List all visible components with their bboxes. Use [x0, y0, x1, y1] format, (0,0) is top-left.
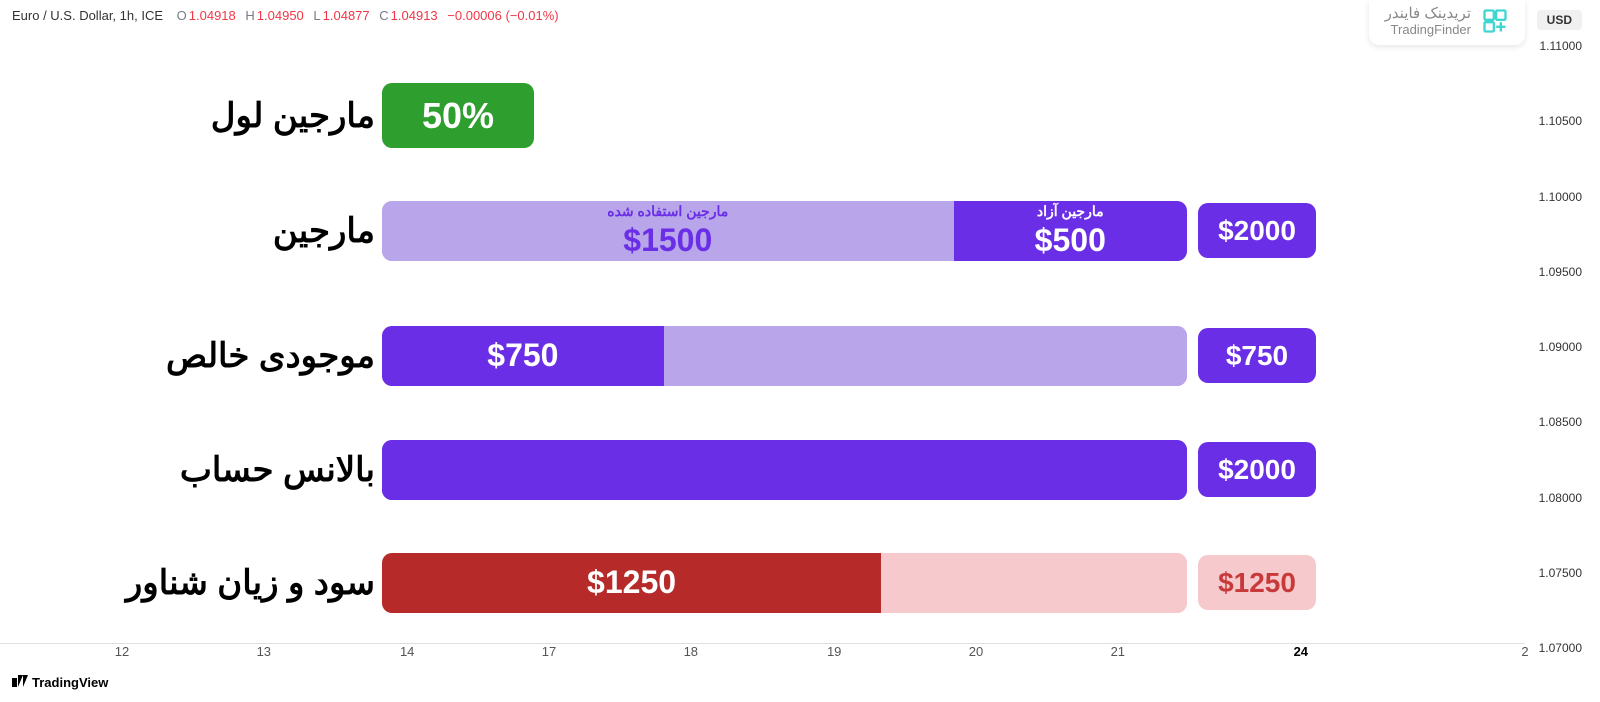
balance-bar: [382, 440, 1187, 500]
label-margin-level: مارجین لول: [55, 96, 375, 136]
pnl-segment: [881, 553, 1187, 613]
equity-badge: $750: [1198, 328, 1316, 383]
tradingview-icon: [12, 674, 28, 690]
pnl-segment: $1250: [382, 553, 881, 613]
x-axis: 12 13 14 17 18 19 20 21 24 2: [0, 644, 1525, 664]
y-tick: 1.07000: [1539, 641, 1582, 655]
margin-segment-sublabel: مارجین آزاد: [1037, 203, 1104, 220]
y-tick: 1.08000: [1539, 491, 1582, 505]
brand-fa: تریدینک فایندر: [1385, 4, 1471, 22]
row-pnl: سود و زیان شناور $1250 $1250: [0, 545, 1525, 620]
label-pnl: سود و زیان شناور: [55, 563, 375, 603]
balance-segment: [382, 440, 1187, 500]
brand-badge: تریدینک فایندر TradingFinder: [1369, 0, 1525, 45]
margin-level-badge: 50%: [382, 83, 534, 148]
y-tick: 1.09000: [1539, 340, 1582, 354]
margin-bar: مارجین استفاده شده $1500 مارجین آزاد $500: [382, 201, 1187, 261]
x-tick: 2: [1521, 644, 1528, 659]
brand-logo-icon: [1481, 7, 1509, 35]
x-tick: 21: [1111, 644, 1125, 659]
x-tick: 17: [542, 644, 556, 659]
label-equity: موجودی خالص: [55, 336, 375, 376]
x-tick: 19: [827, 644, 841, 659]
currency-badge[interactable]: USD: [1537, 10, 1582, 30]
x-tick: 24: [1294, 644, 1308, 659]
y-tick: 1.10000: [1539, 190, 1582, 204]
y-axis: 1.11000 1.10500 1.10000 1.09500 1.09000 1.085…: [1527, 40, 1582, 642]
row-equity: موجودی خالص $750 $750: [0, 318, 1525, 393]
margin-segment: مارجین آزاد $500: [954, 201, 1187, 261]
x-tick: 20: [969, 644, 983, 659]
y-tick: 1.09500: [1539, 265, 1582, 279]
equity-segment-amount: $750: [487, 337, 558, 374]
margin-segment: مارجین استفاده شده $1500: [382, 201, 954, 261]
label-balance: بالانس حساب: [55, 450, 375, 490]
row-margin-level: مارجین لول 50%: [0, 78, 1525, 153]
margin-total-badge: $2000: [1198, 203, 1316, 258]
x-tick: 13: [257, 644, 271, 659]
pair-name: Euro / U.S. Dollar, 1h, ICE: [12, 8, 163, 23]
x-tick: 14: [400, 644, 414, 659]
equity-segment: $750: [382, 326, 664, 386]
footer-brand: TradingView: [12, 674, 108, 690]
row-balance: بالانس حساب $2000: [0, 432, 1525, 507]
row-margin: مارجین مارجین استفاده شده $1500 مارجین آزا…: [0, 193, 1525, 268]
label-margin: مارجین: [55, 211, 375, 251]
balance-badge: $2000: [1198, 442, 1316, 497]
y-tick: 1.08500: [1539, 415, 1582, 429]
pnl-bar: $1250: [382, 553, 1187, 613]
equity-bar: $750: [382, 326, 1187, 386]
equity-segment: [664, 326, 1187, 386]
pnl-segment-amount: $1250: [587, 564, 676, 601]
pnl-badge: $1250: [1198, 555, 1316, 610]
y-tick: 1.10500: [1539, 114, 1582, 128]
x-tick: 18: [684, 644, 698, 659]
margin-segment-amount: $500: [1035, 222, 1106, 259]
x-tick: 12: [115, 644, 129, 659]
chart-area: مارجین لول 50% مارجین مارجین استفاده شده…: [0, 40, 1525, 642]
margin-segment-sublabel: مارجین استفاده شده: [607, 203, 728, 220]
margin-segment-amount: $1500: [623, 222, 712, 259]
ohlc-header: Euro / U.S. Dollar, 1h, ICE O1.04918 H1.…: [12, 8, 559, 23]
brand-en: TradingFinder: [1385, 22, 1471, 37]
ohlc-values: O1.04918 H1.04950 L1.04877 C1.04913 −0.0…: [171, 8, 559, 23]
y-tick: 1.07500: [1539, 566, 1582, 580]
y-tick: 1.11000: [1540, 39, 1583, 53]
